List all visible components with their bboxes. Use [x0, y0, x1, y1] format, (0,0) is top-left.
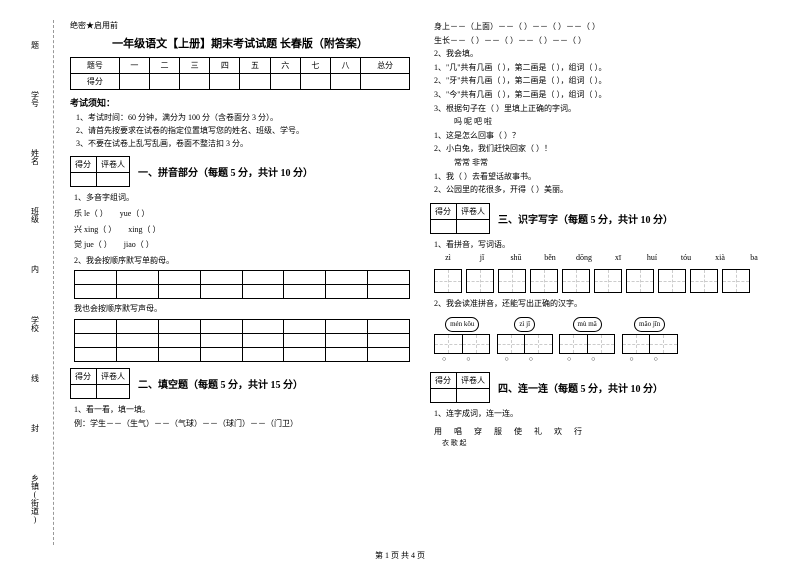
notice-2: 2、请首先按要求在试卷的指定位置填写您的姓名、班级、学号。	[76, 125, 410, 138]
r-q2: 2、我会填。	[434, 47, 770, 61]
sh-2: 二	[149, 58, 179, 74]
s4-score: 得分	[431, 373, 457, 389]
s4-sub: 衣 歌 起	[442, 438, 770, 450]
sb-0: 题	[30, 41, 41, 49]
r-q3-0: 1、这是怎么回事（ ）？	[434, 129, 770, 143]
right-top: 身上－－（上面）－－（ ）－－（ ）－－（ ） 生长－－（ ）－－（ ）－－（ …	[430, 20, 770, 197]
sb-8: 乡镇(街道)	[30, 474, 41, 524]
sb-5: 学校	[30, 316, 41, 332]
sb-3: 班级	[30, 207, 41, 223]
s1-r0-0: 乐 le（ ）	[74, 209, 104, 218]
section-4-header: 得分评卷人 四、连一连（每题 5 分，共计 10 分）	[430, 372, 770, 403]
s3-q2: 2、我会读准拼音，还能写出正确的汉字。	[434, 297, 770, 311]
notice-list: 1、考试时间：60 分钟，满分为 100 分（含卷面分 3 分）。 2、请首先按…	[70, 112, 410, 150]
s4-q1: 1、连字成词，连一连。	[434, 407, 770, 421]
s1-r2-0: 觉 jue（ ）	[74, 240, 108, 249]
s1-q2b: 我也会按顺序默写声母。	[74, 302, 410, 316]
notice-1: 1、考试时间：60 分钟，满分为 100 分（含卷面分 3 分）。	[76, 112, 410, 125]
r-line-1: 生长－－（ ）－－（ ）－－（ ）－－（ ）	[434, 34, 770, 48]
sh-5: 五	[240, 58, 270, 74]
s1-title: 一、拼音部分（每题 5 分，共计 10 分）	[138, 164, 313, 179]
s4-grader: 评卷人	[457, 373, 490, 389]
s2-title: 二、填空题（每题 5 分，共计 15 分）	[138, 376, 303, 391]
s1-grader: 评卷人	[97, 157, 130, 173]
sb-6: 线	[30, 374, 41, 382]
sh-8: 八	[330, 58, 360, 74]
s1-score: 得分	[71, 157, 97, 173]
score-row-label: 得分	[71, 74, 120, 90]
s1-r1-1: xing（ ）	[128, 225, 160, 234]
sh-9: 总分	[361, 58, 410, 74]
exam-title: 一年级语文【上册】期末考试试题 长春版（附答案）	[70, 35, 410, 51]
sh-7: 七	[300, 58, 330, 74]
s4-content: 1、连字成词，连一连。 用唱穿服使礼欢行 衣 歌 起	[430, 407, 770, 450]
binding-sidebar: 题 学号 姓名 班级 内 学校 线 封 乡镇(街道)	[15, 20, 55, 545]
r-q3-1: 2、小白兔，我们赶快回家（ ）！	[434, 142, 770, 156]
word-row: 用唱穿服使礼欢行	[434, 425, 770, 439]
r-line-0: 身上－－（上面）－－（ ）－－（ ）－－（ ）	[434, 20, 770, 34]
fold-line	[53, 20, 54, 545]
page-footer: 第 1 页 共 4 页	[0, 550, 800, 561]
vowel-table	[74, 270, 410, 299]
sh-6: 六	[270, 58, 300, 74]
r-q3b-0: 1、我（ ）去看望话故事书。	[434, 170, 770, 184]
sh-0: 题号	[71, 58, 120, 74]
char-boxes	[434, 269, 770, 293]
s3-q1: 1、看拼音，写词语。	[434, 238, 770, 252]
car-2: mù mǎ○○	[559, 317, 615, 367]
s4-title: 四、连一连（每题 5 分，共计 10 分）	[498, 380, 663, 395]
sh-3: 三	[180, 58, 210, 74]
pinyin-labels: zìjǐshūběndōngxīhuítóuxiàba	[434, 251, 770, 265]
r-q3: 3、根据句子在（ ）里填上正确的字词。	[434, 102, 770, 116]
car-group: mén kǒu○○ zì jǐ○○ mù mǎ○○ mǎo jīn○○	[434, 317, 770, 367]
section-2-header: 得分评卷人 二、填空题（每题 5 分，共计 15 分）	[70, 368, 410, 399]
notice-title: 考试须知：	[70, 96, 410, 109]
r-q2-2: 3、"今"共有几画（ ），第二画是（ ），组词（ ）。	[434, 88, 770, 102]
s2-q1: 1、看一看，填一填。	[74, 403, 410, 417]
right-column: 身上－－（上面）－－（ ）－－（ ）－－（ ） 生长－－（ ）－－（ ）－－（ …	[420, 20, 780, 555]
car-0: mén kǒu○○	[434, 317, 490, 367]
section-3-header: 得分评卷人 三、识字写字（每题 5 分，共计 10 分）	[430, 203, 770, 234]
r-q3b: 常常 非常	[434, 156, 770, 170]
score-table: 题号 一 二 三 四 五 六 七 八 总分 得分	[70, 57, 410, 90]
s2-grader: 评卷人	[97, 368, 130, 384]
s1-q1: 1、多音字组词。	[74, 191, 410, 205]
sh-4: 四	[210, 58, 240, 74]
s3-score: 得分	[431, 203, 457, 219]
r-q3a: 吗 呢 吧 啦	[434, 115, 770, 129]
s1-r0-1: yue（ ）	[120, 209, 150, 218]
sb-4: 内	[30, 265, 41, 273]
notice-3: 3、不要在试卷上乱写乱画，卷面不整洁扣 3 分。	[76, 138, 410, 151]
s2-ex: 例：学生－－（生气）－－（气球）－－（球门）－－（门卫）	[74, 417, 410, 431]
sh-1: 一	[119, 58, 149, 74]
consonant-table	[74, 319, 410, 362]
r-q3b-1: 2、公园里的花很多，开得（ ）美丽。	[434, 183, 770, 197]
s1-q2a: 2、我会按顺序默写单韵母。	[74, 254, 410, 268]
car-3: mǎo jīn○○	[621, 317, 677, 367]
s3-content: 1、看拼音，写词语。 zìjǐshūběndōngxīhuítóuxiàba 2…	[430, 238, 770, 367]
s3-grader: 评卷人	[457, 203, 490, 219]
s1-r2-1: jiao（ ）	[124, 240, 154, 249]
s2-score: 得分	[71, 368, 97, 384]
car-1: zì jǐ○○	[496, 317, 552, 367]
sb-7: 封	[30, 424, 41, 432]
sb-1: 学号	[30, 91, 41, 107]
r-q2-0: 1、"几"共有几画（ ），第二画是（ ），组词（ ）。	[434, 61, 770, 75]
s1-r1-0: 兴 xing（ ）	[74, 225, 112, 234]
secret-label: 绝密★启用前	[70, 20, 410, 31]
s3-title: 三、识字写字（每题 5 分，共计 10 分）	[498, 211, 673, 226]
left-column: 绝密★启用前 一年级语文【上册】期末考试试题 长春版（附答案） 题号 一 二 三…	[60, 20, 420, 555]
r-q2-1: 2、"牙"共有几画（ ），第二画是（ ），组词（ ）。	[434, 74, 770, 88]
s2-content: 1、看一看，填一填。 例：学生－－（生气）－－（气球）－－（球门）－－（门卫）	[70, 403, 410, 430]
page: 绝密★启用前 一年级语文【上册】期末考试试题 长春版（附答案） 题号 一 二 三…	[0, 0, 800, 565]
s1-content: 1、多音字组词。 乐 le（ ） yue（ ） 兴 xing（ ） xing（ …	[70, 191, 410, 362]
sb-2: 姓名	[30, 149, 41, 165]
section-1-header: 得分评卷人 一、拼音部分（每题 5 分，共计 10 分）	[70, 156, 410, 187]
